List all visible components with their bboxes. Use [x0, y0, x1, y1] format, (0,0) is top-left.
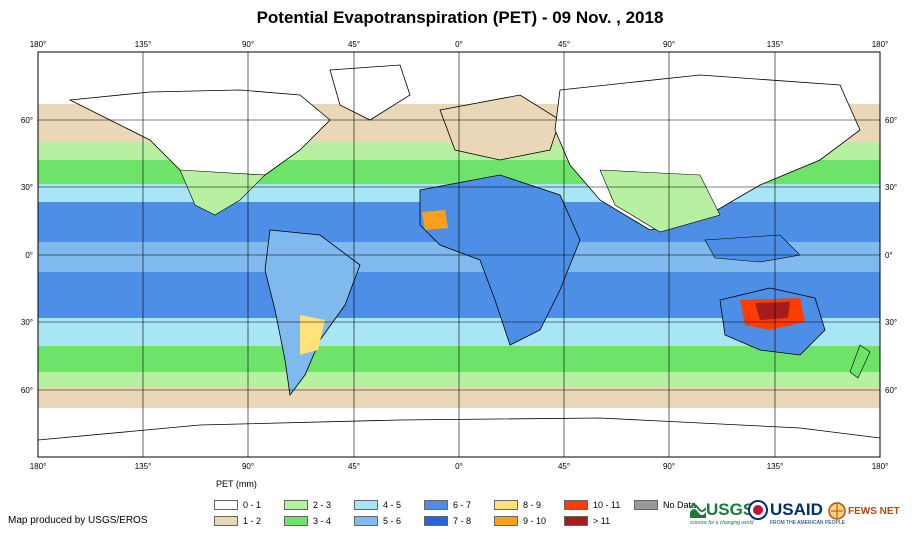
legend-swatch: [564, 500, 588, 510]
legend-label: 7 - 8: [453, 516, 472, 526]
legend-item: 7 - 8: [424, 515, 471, 527]
lon-tick-label: 45°: [348, 462, 360, 471]
lat-tick-label: 60°: [21, 116, 33, 125]
legend-label: > 11: [593, 516, 611, 526]
lon-tick-label: 45°: [558, 40, 570, 49]
legend-swatch: [424, 500, 448, 510]
lat-tick-label: 60°: [885, 386, 897, 395]
legend-swatch: [424, 516, 448, 526]
graticule: [38, 52, 880, 457]
usgs-wordmark: USGS: [706, 500, 755, 519]
lon-tick-label: 135°: [767, 462, 784, 471]
fewsnet-logo: FEWS NET: [828, 502, 900, 520]
legend-swatch: [214, 516, 238, 526]
sahel-hot: [422, 210, 448, 230]
lat-tick-label: 30°: [885, 183, 897, 192]
legend-label: No Data: [663, 500, 697, 510]
lat-tick-label: 60°: [21, 386, 33, 395]
credit-text: Map produced by USGS/EROS: [8, 515, 148, 526]
fewsnet-globe-icon: [828, 502, 846, 520]
lon-tick-label: 45°: [558, 462, 570, 471]
lon-tick-label: 180°: [30, 40, 47, 49]
usaid-logo: USAID FROM THE AMERICAN PEOPLE: [748, 500, 845, 526]
usgs-logo: USGS science for a changing world: [690, 500, 754, 526]
legend-swatch: [284, 516, 308, 526]
new-zealand: [849, 344, 871, 379]
lon-tick-label: 90°: [242, 40, 254, 49]
legend-item: 0 - 1: [214, 499, 261, 511]
legend-swatch: [494, 500, 518, 510]
lon-tick-label: 135°: [135, 462, 152, 471]
lon-ticks-bottom: 180° 135° 90° 45° 0° 45° 90° 135° 180°: [30, 462, 889, 471]
lon-tick-label: 45°: [348, 40, 360, 49]
lon-tick-label: 0°: [455, 40, 463, 49]
legend-item: 1 - 2: [214, 515, 261, 527]
legend-item: 2 - 3: [284, 499, 331, 511]
legend-item: 9 - 10: [494, 515, 546, 527]
legend-item: 10 - 11: [564, 499, 620, 511]
lat-ticks-left: 60° 30° 0° 30° 60°: [21, 116, 33, 395]
legend-item: 8 - 9: [494, 499, 541, 511]
lat-tick-label: 30°: [885, 318, 897, 327]
south-america-hot: [300, 315, 325, 355]
legend-label: 3 - 4: [313, 516, 332, 526]
lon-tick-label: 135°: [767, 40, 784, 49]
usaid-wordmark: USAID: [770, 500, 823, 519]
legend-swatch: [354, 516, 378, 526]
australia-core: [755, 302, 790, 320]
legend-swatch: [634, 500, 658, 510]
legend-item: 6 - 7: [424, 499, 471, 511]
lon-tick-label: 135°: [135, 40, 152, 49]
lat-ticks-right: 60° 30° 0° 30° 60°: [885, 116, 897, 395]
legend-title: PET (mm): [216, 479, 257, 489]
legend-label: 10 - 11: [593, 500, 621, 510]
legend-swatch: [494, 516, 518, 526]
legend-label: 4 - 5: [383, 500, 402, 510]
legend-label: 9 - 10: [523, 516, 547, 526]
usgs-wave-icon: [690, 504, 706, 518]
legend-label: 2 - 3: [313, 500, 332, 510]
usaid-tagline: FROM THE AMERICAN PEOPLE: [770, 520, 845, 526]
map-frame: [37, 51, 881, 458]
lon-tick-label: 180°: [872, 462, 889, 471]
lon-tick-label: 90°: [663, 462, 675, 471]
lon-tick-label: 90°: [663, 40, 675, 49]
lat-tick-label: 30°: [21, 183, 33, 192]
legend-swatch: [564, 516, 588, 526]
asia-south: [599, 169, 721, 233]
legend-item: > 11: [564, 515, 610, 527]
legend-item: 4 - 5: [354, 499, 401, 511]
lat-tick-label: 60°: [885, 116, 897, 125]
usaid-seal-icon: [748, 500, 768, 520]
fewsnet-wordmark: FEWS NET: [848, 505, 900, 517]
usgs-tagline: science for a changing world: [690, 520, 754, 526]
legend-label: 5 - 6: [383, 516, 402, 526]
north-america-south: [179, 169, 266, 216]
lon-tick-label: 90°: [242, 462, 254, 471]
lon-tick-label: 0°: [455, 462, 463, 471]
lon-tick-label: 180°: [872, 40, 889, 49]
lat-tick-label: 30°: [21, 318, 33, 327]
africa: [419, 174, 581, 346]
legend-swatch: [284, 500, 308, 510]
lon-ticks-top: 180° 135° 90° 45° 0° 45° 90° 135° 180°: [30, 40, 889, 49]
legend-item: No Data: [634, 499, 696, 511]
legend-label: 0 - 1: [243, 500, 262, 510]
legend-swatch: [354, 500, 378, 510]
greenland: [329, 64, 411, 121]
legend-item: 5 - 6: [354, 515, 401, 527]
legend-label: 6 - 7: [453, 500, 472, 510]
lat-tick-label: 0°: [885, 251, 893, 260]
europe: [439, 94, 561, 161]
map-title: Potential Evapotranspiration (PET) - 09 …: [256, 8, 664, 27]
legend-item: 3 - 4: [284, 515, 331, 527]
lat-tick-label: 0°: [25, 251, 33, 260]
legend-swatch: [214, 500, 238, 510]
legend-label: 8 - 9: [523, 500, 542, 510]
legend-label: 1 - 2: [243, 516, 262, 526]
lon-tick-label: 180°: [30, 462, 47, 471]
